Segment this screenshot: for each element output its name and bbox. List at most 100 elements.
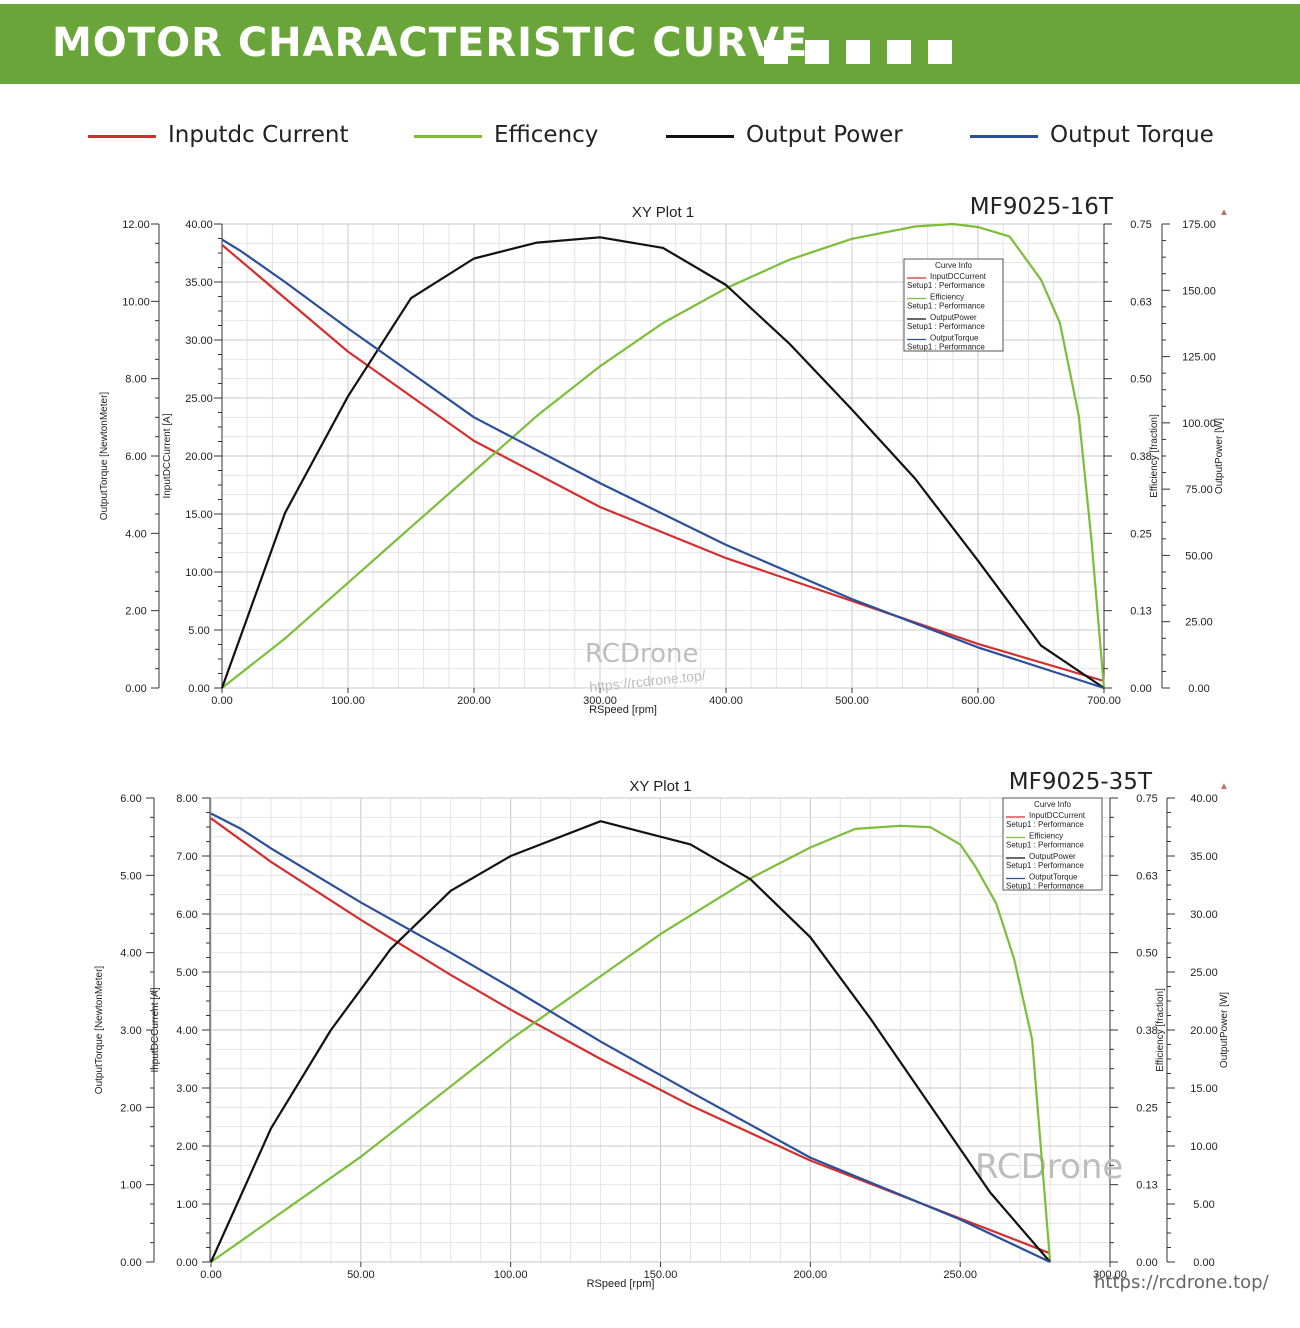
power-axis-tick-label: 30.00	[1190, 909, 1218, 921]
curve-info-name: Efficiency	[1029, 832, 1063, 841]
square-icon	[764, 40, 788, 64]
efficiency-axis-tick-label: 0.50	[1136, 948, 1157, 960]
efficiency-axis-tick-label: 0.75	[1130, 219, 1151, 231]
x-tick-label: 700.00	[1087, 695, 1121, 707]
series-line-efficiency	[221, 222, 1106, 689]
curve-info-title: Curve Info	[1034, 800, 1071, 809]
legend-label: Efficency	[494, 122, 599, 148]
x-tick-label: 250.00	[943, 1269, 977, 1281]
square-icon	[805, 40, 829, 64]
current-axis-tick-label: 3.00	[176, 1083, 197, 1095]
efficiency-axis-tick-label: 0.38	[1130, 451, 1151, 463]
curve-info-name: OutputTorque	[1029, 873, 1078, 882]
square-icon	[846, 40, 870, 64]
x-tick-label: 600.00	[961, 695, 995, 707]
efficiency-axis-tick-label: 0.38	[1136, 1025, 1157, 1037]
current-axis-tick-label: 15.00	[185, 509, 213, 521]
torque-axis-tick-label: 2.00	[125, 606, 146, 618]
torque-axis-tick-label: 10.00	[122, 296, 150, 308]
watermark-text: RCDrone	[585, 639, 698, 669]
efficiency-axis-label: Efficiency [fraction]	[1149, 414, 1160, 498]
square-icon	[928, 40, 952, 64]
power-axis-tick-label: 25.00	[1185, 617, 1213, 629]
current-axis-tick-label: 4.00	[176, 1025, 197, 1037]
current-axis-tick-label: 8.00	[176, 793, 197, 805]
current-axis-tick-label: 35.00	[185, 277, 213, 289]
legend-label: Output Torque	[1050, 122, 1214, 148]
model-label: MF9025-35T	[1009, 769, 1153, 795]
torque-axis-tick-label: 2.00	[120, 1102, 141, 1114]
x-tick-label: 50.00	[347, 1269, 375, 1281]
power-axis-tick-label: 75.00	[1185, 484, 1213, 496]
x-tick-label: 300.00	[583, 695, 617, 707]
footer-url: https://rcdrone.top/	[1094, 1272, 1269, 1293]
legend-swatch	[88, 135, 156, 138]
current-axis-tick-label: 5.00	[176, 967, 197, 979]
curve-info-name: OutputPower	[1029, 852, 1076, 861]
curve-info-setup: Setup1 : Performance	[907, 322, 985, 331]
x-tick-label: 200.00	[794, 1269, 828, 1281]
current-axis-tick-label: 30.00	[185, 335, 213, 347]
torque-axis-label: OutputTorque [NewtonMeter]	[99, 392, 110, 521]
torque-axis-tick-label: 4.00	[125, 528, 146, 540]
current-axis-tick-label: 5.00	[188, 625, 209, 637]
curve-info-box	[1002, 797, 1103, 891]
power-axis-label: OutputPower [W]	[1219, 992, 1230, 1068]
header-banner: MOTOR CHARACTERISTIC CURVE	[0, 4, 1300, 84]
triangle-icon: ▲	[1219, 781, 1229, 792]
efficiency-axis-tick-label: 0.25	[1136, 1102, 1157, 1114]
current-axis-tick-label: 7.00	[176, 851, 197, 863]
x-tick-label: 0.00	[211, 695, 232, 707]
current-axis-label: InputDCCurrent [A]	[162, 413, 173, 498]
legend-label: Output Power	[746, 122, 903, 148]
power-axis-tick-label: 5.00	[1193, 1199, 1214, 1211]
current-axis-tick-label: 1.00	[176, 1199, 197, 1211]
power-axis-tick-label: 175.00	[1182, 219, 1216, 231]
efficiency-axis-tick-label: 0.63	[1136, 870, 1157, 882]
power-axis-tick-label: 20.00	[1190, 1025, 1218, 1037]
triangle-icon: ▲	[1219, 207, 1229, 218]
legend-swatch	[970, 135, 1038, 138]
torque-axis-tick-label: 5.00	[120, 870, 141, 882]
torque-axis-tick-label: 6.00	[125, 451, 146, 463]
efficiency-axis-tick-label: 0.13	[1136, 1180, 1157, 1192]
power-axis-tick-label: 35.00	[1190, 851, 1218, 863]
curve-info-setup: Setup1 : Performance	[907, 281, 985, 290]
power-axis-tick-label: 10.00	[1190, 1141, 1218, 1153]
power-axis-tick-label: 125.00	[1182, 352, 1216, 364]
power-axis-tick-label: 40.00	[1190, 793, 1218, 805]
curve-info-setup: Setup1 : Performance	[1006, 841, 1084, 850]
model-label: MF9025-16T	[970, 194, 1114, 220]
torque-axis-tick-label: 1.00	[120, 1180, 141, 1192]
curve-info-setup: Setup1 : Performance	[907, 302, 985, 311]
series-line-efficiency	[210, 824, 1052, 1263]
watermark-text: RCDrone	[975, 1147, 1123, 1187]
plot-title: XY Plot 1	[632, 204, 694, 221]
efficiency-axis-label: Efficiency [fraction]	[1155, 988, 1166, 1072]
torque-axis-tick-label: 3.00	[120, 1025, 141, 1037]
torque-axis-tick-label: 4.00	[120, 948, 141, 960]
torque-axis-tick-label: 12.00	[122, 219, 150, 231]
series-line-outputpower	[220, 236, 1105, 689]
x-tick-label: 300.00	[1093, 1269, 1127, 1281]
curve-info-box	[903, 258, 1004, 352]
efficiency-axis-tick-label: 0.13	[1130, 606, 1151, 618]
power-axis-tick-label: 150.00	[1182, 285, 1216, 297]
curve-info-name: InputDCCurrent	[1029, 811, 1086, 820]
legend-label: Inputdc Current	[168, 122, 349, 148]
power-axis-tick-label: 100.00	[1182, 418, 1216, 430]
torque-axis-label: OutputTorque [NewtonMeter]	[94, 966, 105, 1095]
current-axis-tick-label: 10.00	[185, 567, 213, 579]
curve-info-setup: Setup1 : Performance	[1006, 882, 1084, 891]
x-axis-label: RSpeed [rpm]	[589, 704, 657, 716]
x-tick-label: 150.00	[644, 1269, 678, 1281]
curve-info-name: OutputTorque	[930, 334, 979, 343]
power-axis-tick-label: 0.00	[1188, 683, 1209, 695]
current-axis-tick-label: 0.00	[176, 1257, 197, 1269]
series-line-outputpower	[209, 820, 1051, 1263]
efficiency-axis-tick-label: 0.25	[1130, 528, 1151, 540]
x-tick-label: 100.00	[331, 695, 365, 707]
current-axis-tick-label: 20.00	[185, 451, 213, 463]
x-tick-label: 500.00	[835, 695, 869, 707]
current-axis-tick-label: 25.00	[185, 393, 213, 405]
